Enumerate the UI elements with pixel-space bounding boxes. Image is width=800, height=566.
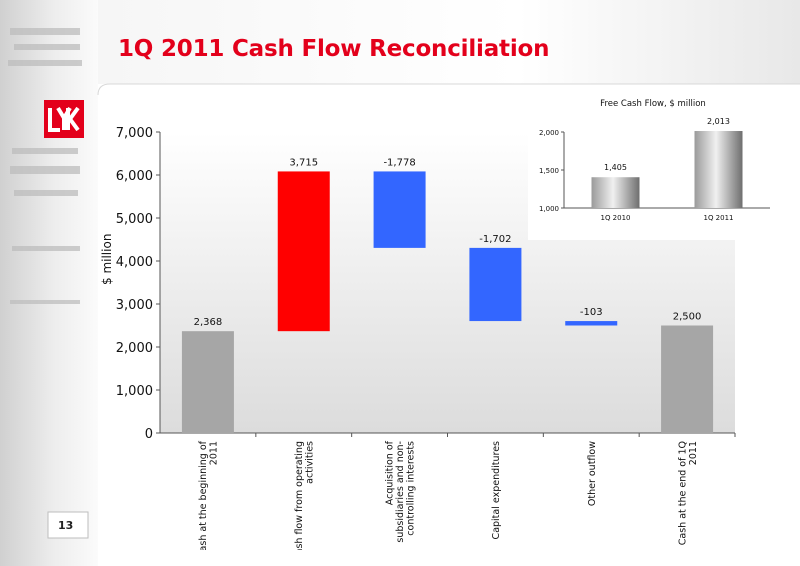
x-category-label: Cash at the beginning of 2011: [198, 440, 220, 550]
inset-bar: [694, 131, 743, 208]
y-tick-label: 7,000: [116, 126, 153, 141]
inset-y-tick-label: 1,000: [539, 205, 559, 213]
inset-bar-value-label: 1,405: [604, 163, 627, 172]
x-category-label-line: Cash flow from operating: [294, 441, 305, 550]
x-category-label-line: 2011: [209, 441, 220, 465]
inset-bar: [591, 177, 640, 208]
x-category-label-line: 2011: [688, 441, 699, 465]
y-tick-label: 0: [145, 427, 153, 442]
x-category-label: Cash at the end of 1Q 2011: [677, 441, 699, 545]
slide-title: 1Q 2011 Cash Flow Reconciliation: [118, 36, 550, 62]
y-tick-label: 4,000: [116, 255, 153, 270]
bar-value-label: 2,368: [194, 317, 223, 328]
inset-chart-title: Free Cash Flow, $ million: [600, 99, 706, 109]
waterfall-bar: [277, 171, 330, 332]
waterfall-bar: [181, 331, 234, 433]
bar-value-label: -103: [580, 307, 603, 318]
x-category-label-line: Capital expenditures: [491, 441, 502, 539]
free-cash-flow-inset-chart: Free Cash Flow, $ million 1,000 1,500 2,000…: [528, 90, 778, 240]
bar-value-label: -1,702: [479, 234, 511, 245]
page-number: 13: [58, 519, 74, 532]
inset-category-label: 1Q 2010: [600, 214, 630, 222]
x-category-label-line: Cash at the beginning of: [198, 440, 209, 550]
inset-bar-value-label: 2,013: [707, 117, 730, 126]
y-tick-label: 2,000: [116, 341, 153, 356]
y-tick-label: 6,000: [116, 169, 153, 184]
bar-value-label: -1,778: [383, 157, 415, 168]
waterfall-bar: [565, 321, 618, 326]
inset-category-label: 1Q 2011: [703, 214, 733, 222]
inset-y-tick-label: 1,500: [539, 167, 559, 175]
x-category-label-line: Acquisition of: [385, 440, 396, 505]
lukoil-logo: [44, 100, 84, 138]
x-category-label-line: subsidiaries and non-: [395, 441, 406, 543]
bar-value-label: 2,500: [673, 312, 702, 323]
x-category-label: Cash flow from operating activities: [294, 441, 316, 550]
bar-value-label: 3,715: [289, 157, 318, 168]
x-category-label-line: Other outflow: [587, 441, 598, 506]
y-tick-label: 1,000: [116, 384, 153, 399]
waterfall-bar: [373, 171, 426, 248]
y-tick-label: 5,000: [116, 212, 153, 227]
waterfall-bar: [661, 325, 714, 433]
cash-flow-waterfall-chart: 0 1,000 2,000 3,000 4,000 5,000 6,000 7,000 2,36…: [116, 126, 736, 550]
x-category-label-line: Cash at the end of 1Q: [677, 441, 688, 545]
x-category-label: Acquisition of subsidiaries and non-contr…: [385, 440, 417, 542]
y-tick-label: 3,000: [116, 298, 153, 313]
x-category-label-line: controlling interests: [406, 441, 417, 536]
x-category-label-line: activities: [305, 441, 316, 484]
waterfall-bar: [469, 247, 522, 322]
x-category-label: Capital expenditures: [491, 441, 502, 539]
x-category-label: Other outflow: [587, 441, 598, 506]
inset-y-tick-label: 2,000: [539, 129, 559, 137]
